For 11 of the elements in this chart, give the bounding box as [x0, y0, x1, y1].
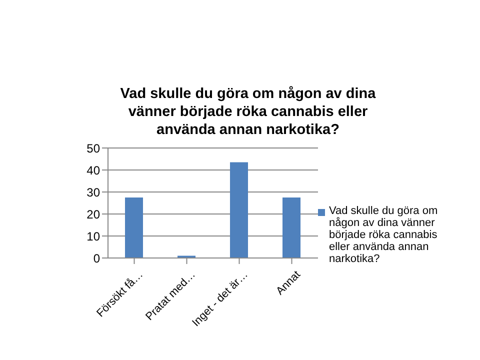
- y-tick-label: 30: [86, 185, 100, 200]
- y-tick-label: 50: [86, 141, 100, 156]
- bar: [125, 198, 143, 258]
- legend-label: Vad skulle du göra om någon av dina vänner började röka cannabis eller använda annan narkotika?: [329, 205, 439, 265]
- chart-title: Vad skulle du göra om någon av dina vänner började röka cannabis eller använda annan narkotika?: [119, 85, 377, 139]
- y-tick-label: 10: [86, 229, 100, 244]
- y-tick-label: 20: [86, 207, 100, 222]
- bar: [282, 198, 300, 258]
- bar: [230, 162, 248, 258]
- y-tick-label: 0: [93, 251, 100, 266]
- y-tick-label: 40: [86, 163, 100, 178]
